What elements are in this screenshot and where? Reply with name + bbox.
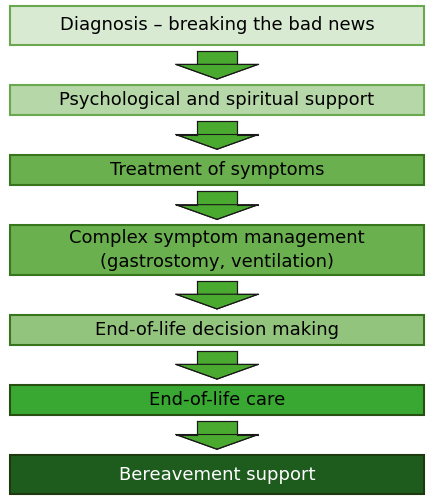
Polygon shape bbox=[197, 121, 237, 134]
Polygon shape bbox=[176, 204, 258, 220]
Polygon shape bbox=[197, 421, 237, 434]
Polygon shape bbox=[197, 191, 237, 204]
Polygon shape bbox=[176, 64, 258, 79]
Polygon shape bbox=[197, 350, 237, 364]
FancyBboxPatch shape bbox=[10, 455, 424, 494]
FancyBboxPatch shape bbox=[10, 315, 424, 345]
Text: End-of-life care: End-of-life care bbox=[149, 391, 285, 409]
Polygon shape bbox=[176, 364, 258, 379]
Polygon shape bbox=[176, 134, 258, 150]
Polygon shape bbox=[176, 294, 258, 309]
FancyBboxPatch shape bbox=[10, 85, 424, 115]
Text: Complex symptom management
(gastrostomy, ventilation): Complex symptom management (gastrostomy,… bbox=[69, 229, 365, 271]
Polygon shape bbox=[176, 434, 258, 450]
Text: Psychological and spiritual support: Psychological and spiritual support bbox=[59, 91, 375, 109]
FancyBboxPatch shape bbox=[10, 6, 424, 45]
Text: Treatment of symptoms: Treatment of symptoms bbox=[110, 161, 324, 179]
Text: End-of-life decision making: End-of-life decision making bbox=[95, 321, 339, 339]
Text: Diagnosis – breaking the bad news: Diagnosis – breaking the bad news bbox=[59, 16, 375, 34]
FancyBboxPatch shape bbox=[10, 385, 424, 415]
Polygon shape bbox=[197, 280, 237, 294]
Text: Bereavement support: Bereavement support bbox=[119, 466, 315, 483]
FancyBboxPatch shape bbox=[10, 155, 424, 185]
Polygon shape bbox=[197, 50, 237, 64]
FancyBboxPatch shape bbox=[10, 226, 424, 274]
